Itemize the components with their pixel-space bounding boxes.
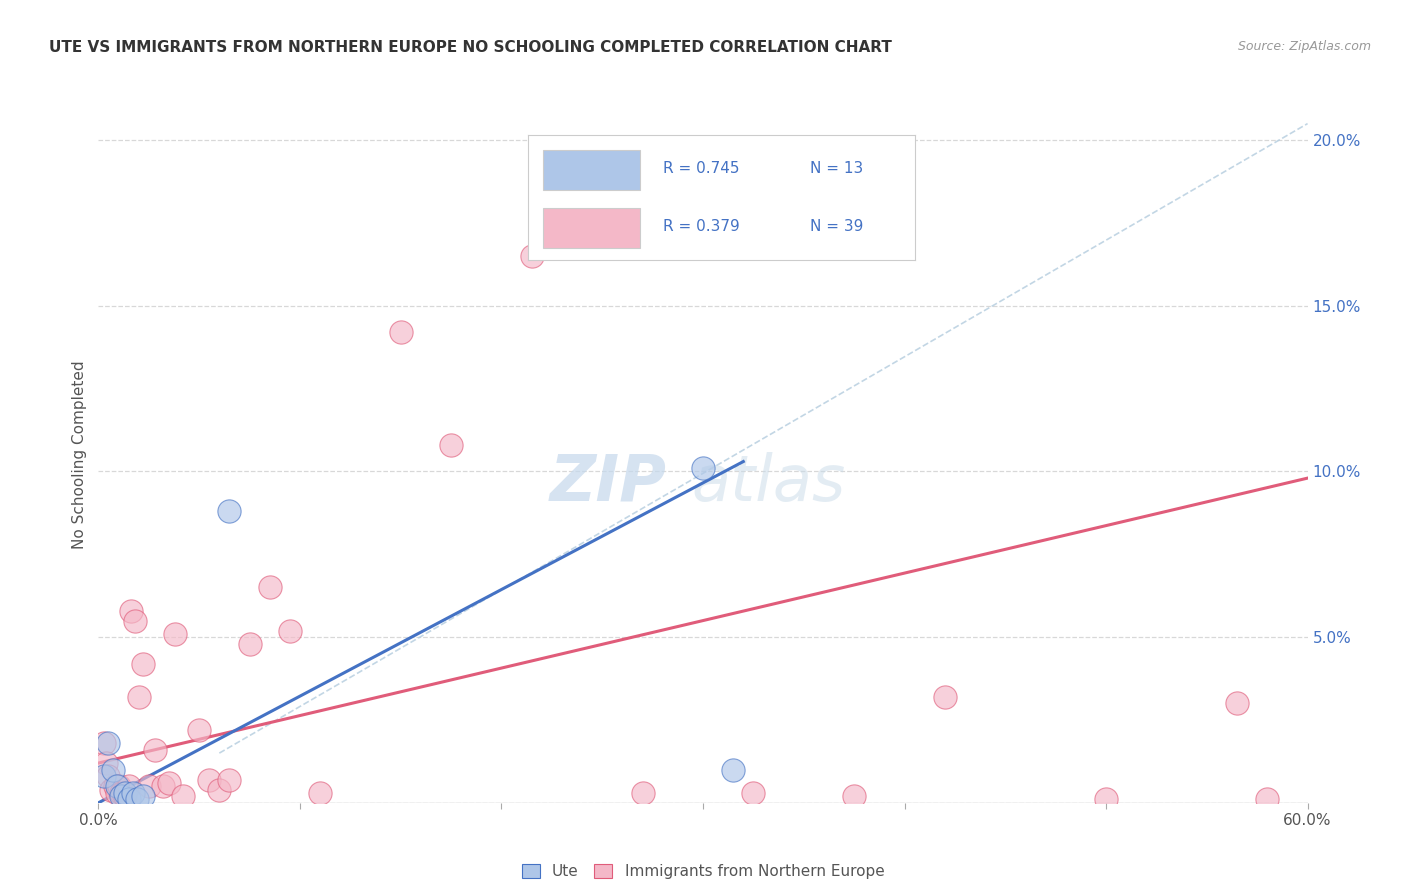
- Point: [631, 786, 654, 800]
- Point: [121, 786, 143, 800]
- Text: ZIP: ZIP: [550, 451, 666, 514]
- Point: [259, 581, 281, 595]
- Point: [110, 789, 132, 804]
- Point: [118, 779, 141, 793]
- Text: UTE VS IMMIGRANTS FROM NORTHERN EUROPE NO SCHOOLING COMPLETED CORRELATION CHART: UTE VS IMMIGRANTS FROM NORTHERN EUROPE N…: [49, 40, 891, 55]
- Point: [96, 756, 118, 770]
- Point: [163, 627, 186, 641]
- Point: [1095, 792, 1118, 806]
- Point: [188, 723, 211, 737]
- Point: [218, 504, 240, 518]
- Point: [114, 786, 136, 800]
- Point: [723, 763, 745, 777]
- Point: [132, 657, 155, 671]
- Point: [100, 782, 122, 797]
- Text: atlas: atlas: [690, 451, 845, 514]
- Point: [520, 249, 543, 263]
- Point: [157, 776, 180, 790]
- Y-axis label: No Schooling Completed: No Schooling Completed: [72, 360, 87, 549]
- Point: [120, 604, 142, 618]
- Point: [278, 624, 301, 638]
- Point: [143, 743, 166, 757]
- Point: [114, 789, 136, 804]
- Point: [844, 789, 866, 804]
- Point: [389, 326, 412, 340]
- Point: [103, 779, 125, 793]
- Point: [440, 438, 463, 452]
- Point: [208, 782, 231, 797]
- Point: [97, 736, 120, 750]
- Point: [101, 763, 124, 777]
- Point: [124, 614, 146, 628]
- Point: [107, 779, 129, 793]
- Point: [132, 789, 155, 804]
- Point: [110, 786, 132, 800]
- Point: [138, 779, 160, 793]
- Point: [1226, 697, 1249, 711]
- Point: [128, 690, 150, 704]
- Point: [93, 736, 115, 750]
- Point: [125, 792, 148, 806]
- Point: [152, 779, 174, 793]
- Point: [93, 769, 115, 783]
- Point: [111, 786, 134, 800]
- Point: [934, 690, 956, 704]
- Point: [118, 792, 141, 806]
- Point: [742, 786, 765, 800]
- Point: [309, 786, 332, 800]
- Point: [105, 779, 128, 793]
- Point: [239, 637, 262, 651]
- Text: Source: ZipAtlas.com: Source: ZipAtlas.com: [1237, 40, 1371, 54]
- Point: [1256, 792, 1278, 806]
- Point: [198, 772, 221, 787]
- Point: [172, 789, 194, 804]
- Point: [105, 786, 128, 800]
- Legend: Ute, Immigrants from Northern Europe: Ute, Immigrants from Northern Europe: [516, 858, 890, 886]
- Point: [218, 772, 240, 787]
- Point: [692, 461, 714, 475]
- Point: [97, 769, 120, 783]
